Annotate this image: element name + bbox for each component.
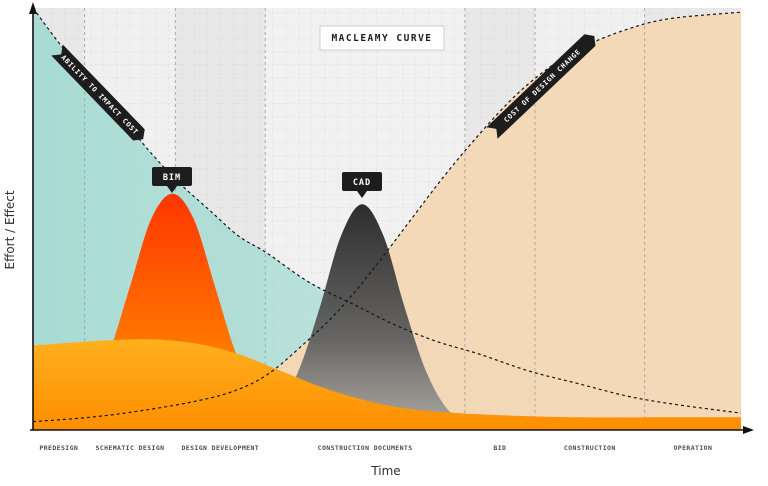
svg-text:OPERATION: OPERATION <box>673 444 712 452</box>
bim-tag-box <box>152 167 192 186</box>
y-axis-label: Effort / Effect <box>3 190 17 269</box>
series-baseline-effort <box>33 339 741 430</box>
svg-text:CONSTRUCTION DOCUMENTS: CONSTRUCTION DOCUMENTS <box>318 444 413 452</box>
title-box-frame <box>319 25 445 51</box>
svg-text:PREDESIGN: PREDESIGN <box>39 444 78 452</box>
svg-text:CONSTRUCTION: CONSTRUCTION <box>564 444 616 452</box>
bim-tag-label: BIM <box>163 173 181 183</box>
ribbon-shape <box>486 34 596 139</box>
y-axis-arrow-icon <box>29 2 37 14</box>
svg-text:DESIGN DEVELOPMENT: DESIGN DEVELOPMENT <box>181 444 259 452</box>
bim-tag: BIM <box>152 167 192 193</box>
series-cost-of-design-change <box>33 12 741 430</box>
svg-text:BID: BID <box>493 444 506 452</box>
cad-tag: CAD <box>342 172 382 198</box>
series-bells <box>33 193 741 430</box>
phase-labels: PREDESIGN SCHEMATIC DESIGN DESIGN DEVELOPM… <box>39 444 712 452</box>
cad-tag-pointer-icon <box>357 191 367 198</box>
ribbon-shape <box>51 44 145 141</box>
page-title: MACLEAMY CURVE <box>331 33 432 44</box>
x-axis-label: Time <box>370 464 400 478</box>
svg-text:SCHEMATIC DESIGN: SCHEMATIC DESIGN <box>95 444 164 452</box>
cad-tag-box <box>342 172 382 191</box>
x-axis-arrow-icon <box>743 426 754 434</box>
cad-tag-label: CAD <box>353 178 371 188</box>
series-cad-effort <box>234 204 490 430</box>
bim-tag-pointer-icon <box>167 186 177 193</box>
title-box: MACLEAMY CURVE <box>319 25 445 51</box>
